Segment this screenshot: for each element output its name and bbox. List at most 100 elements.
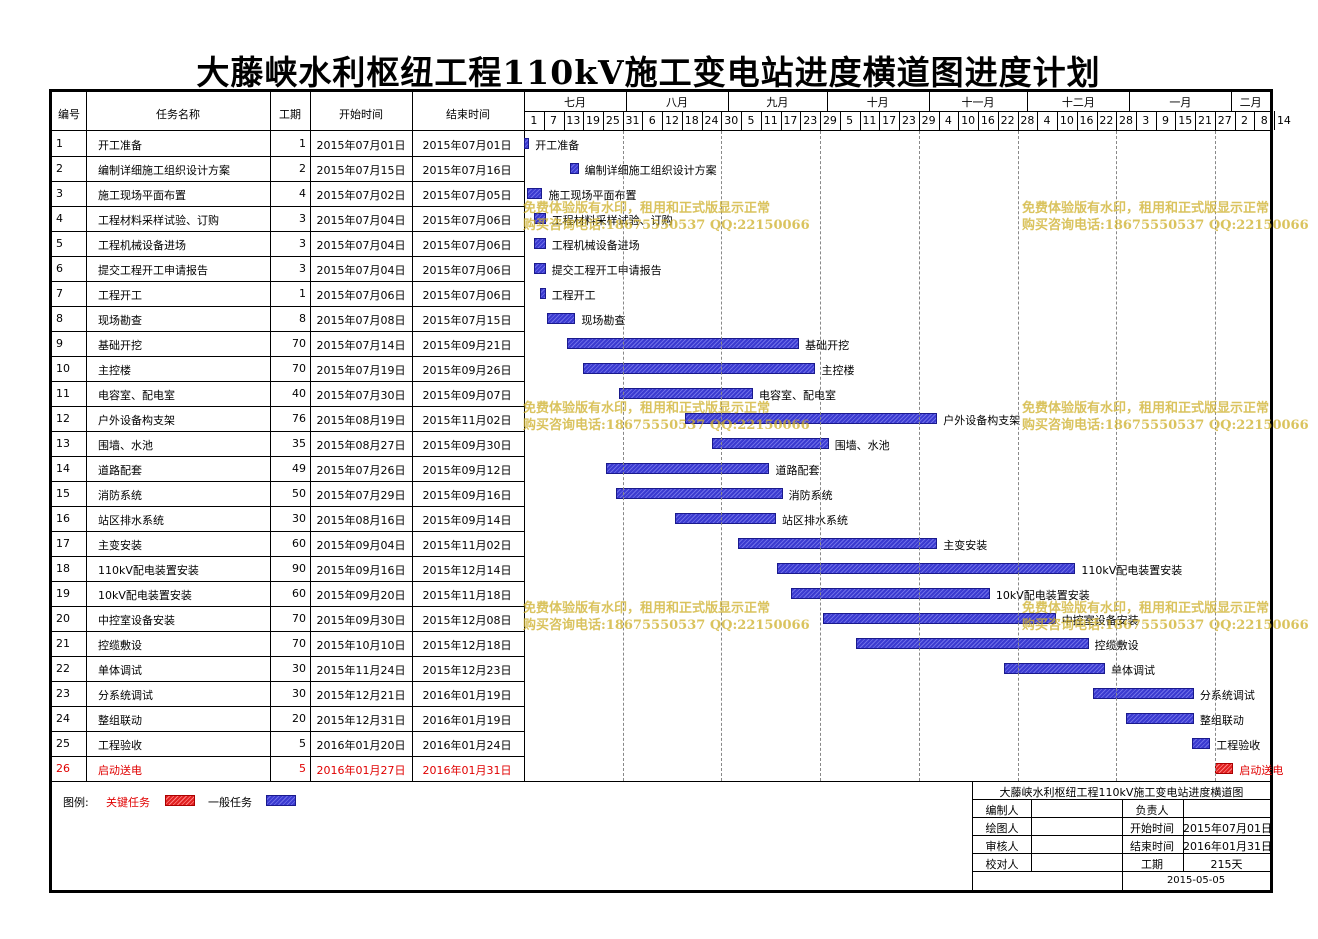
task-name: 中控室设备安装 [98, 614, 175, 627]
task-bar-label: 整组联动 [1199, 714, 1244, 727]
day-tick: 19 [586, 114, 601, 127]
titleblock-checker: 校对人 [985, 858, 1019, 871]
task-no: 1 [56, 137, 63, 150]
task-no: 4 [56, 212, 63, 225]
task-end: 2015年09月12日 [422, 464, 512, 477]
task-start: 2015年12月21日 [316, 689, 406, 702]
day-tick: 23 [803, 114, 818, 127]
task-bar [540, 288, 546, 299]
task-start: 2015年09月04日 [316, 539, 406, 552]
task-bar [1126, 713, 1194, 724]
legend-critical-label: 关键任务 [106, 796, 150, 809]
day-tick: 1 [530, 114, 538, 127]
task-bar-label: 单体调试 [1111, 664, 1155, 677]
day-tick: 18 [684, 114, 699, 127]
day-tick: 6 [648, 114, 656, 127]
task-bar [533, 263, 546, 274]
task-duration: 3 [299, 212, 306, 225]
day-tick: 22 [1000, 114, 1015, 127]
task-no: 2 [56, 162, 63, 175]
task-name: 单体调试 [98, 664, 142, 677]
grid-line [721, 131, 723, 781]
task-end: 2015年12月23日 [422, 664, 512, 677]
day-tick: 13 [566, 114, 581, 127]
header-duration: 工期 [279, 108, 301, 121]
titleblock-end-label: 结束时间 [1130, 840, 1174, 853]
day-tick: 17 [882, 114, 897, 127]
task-duration: 70 [292, 362, 306, 375]
task-bar [616, 488, 783, 499]
task-start: 2015年12月31日 [316, 714, 406, 727]
task-start: 2015年07月15日 [316, 164, 406, 177]
task-name: 开工准备 [98, 139, 142, 152]
task-bar [1004, 663, 1105, 674]
task-start: 2016年01月27日 [316, 764, 406, 777]
task-end: 2015年09月16日 [422, 489, 512, 502]
task-no: 20 [56, 612, 70, 625]
task-no: 13 [56, 437, 70, 450]
day-tick: 29 [921, 114, 936, 127]
task-bar [583, 363, 816, 374]
task-start: 2015年07月14日 [316, 339, 406, 352]
day-tick: 9 [1162, 114, 1170, 127]
task-duration: 1 [299, 287, 306, 300]
task-name: 消防系统 [98, 489, 142, 502]
task-no: 3 [56, 187, 63, 200]
task-bar [547, 313, 576, 324]
titleblock-end-value: 2016年01月31日 [1183, 840, 1272, 853]
day-tick: 28 [1119, 114, 1134, 127]
task-bar [1093, 688, 1194, 699]
day-tick: 15 [1178, 114, 1193, 127]
task-bar [856, 638, 1089, 649]
task-bar-label: 站区排水系统 [782, 514, 848, 527]
task-name: 工程机械设备进场 [98, 239, 186, 252]
month-header: 十月 [866, 96, 889, 109]
titleblock-duration-value: 215天 [1210, 858, 1243, 871]
task-start: 2015年08月19日 [316, 414, 406, 427]
grid-line [1214, 131, 1216, 781]
task-end: 2015年11月02日 [422, 414, 512, 427]
task-bar-label: 户外设备构支架 [943, 414, 1021, 427]
day-tick: 4 [1043, 114, 1051, 127]
task-bar-label: 消防系统 [788, 489, 833, 502]
task-no: 12 [56, 412, 70, 425]
legend-normal-swatch [266, 795, 296, 806]
task-bar [527, 188, 543, 199]
task-no: 10 [56, 362, 70, 375]
task-duration: 60 [292, 587, 306, 600]
task-end: 2016年01月19日 [422, 714, 512, 727]
task-name: 现场勘查 [98, 314, 142, 327]
month-header: 七月 [564, 96, 586, 109]
day-tick: 3 [1142, 114, 1150, 127]
task-bar [533, 213, 546, 224]
task-duration: 8 [299, 312, 306, 325]
task-start: 2015年07月02日 [316, 189, 406, 202]
day-tick: 16 [1079, 114, 1094, 127]
titleblock-owner: 负责人 [1135, 804, 1169, 817]
task-bar [685, 413, 938, 424]
header-name: 任务名称 [156, 108, 200, 121]
month-header: 十一月 [961, 96, 995, 109]
grid-line [918, 131, 920, 781]
task-name: 提交工程开工申请报告 [98, 264, 208, 277]
task-start: 2015年08月27日 [316, 439, 406, 452]
task-start: 2015年11月24日 [316, 664, 406, 677]
task-end: 2015年12月18日 [422, 639, 512, 652]
task-name: 基础开挖 [98, 339, 142, 352]
grid-line [1116, 131, 1118, 781]
day-tick: 8 [1260, 114, 1268, 127]
task-no: 24 [56, 712, 70, 725]
task-duration: 60 [292, 537, 306, 550]
day-tick: 2 [1240, 114, 1248, 127]
task-duration: 1 [299, 137, 306, 150]
month-header: 八月 [666, 96, 688, 109]
task-no: 5 [56, 237, 63, 250]
task-end: 2016年01月24日 [422, 739, 512, 752]
day-tick: 5 [747, 114, 755, 127]
task-end: 2015年07月05日 [422, 189, 512, 202]
task-bar-label: 施工现场平面布置 [548, 189, 637, 202]
task-bar-label: 现场勘查 [581, 314, 626, 327]
task-no: 18 [56, 562, 70, 575]
task-name: 道路配套 [98, 464, 142, 477]
titleblock-drawer: 绘图人 [985, 822, 1019, 835]
